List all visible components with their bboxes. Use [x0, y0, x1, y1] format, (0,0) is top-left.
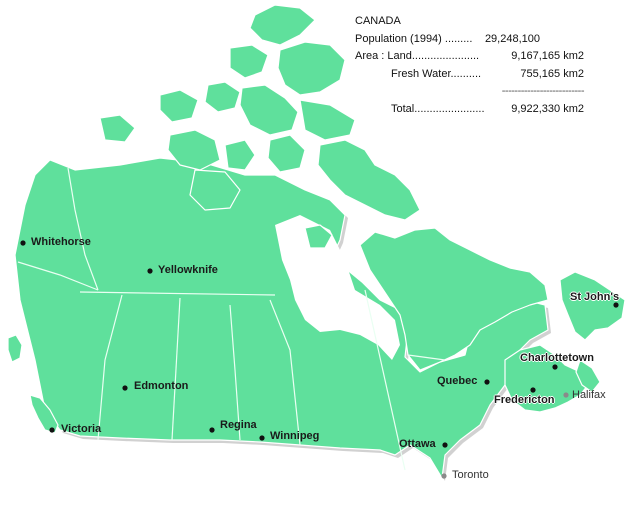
- city-label-whitehorse: Whitehorse: [31, 236, 91, 248]
- city-label-quebec: Quebec: [437, 375, 478, 387]
- area-land-label: Area : Land......................: [355, 50, 480, 62]
- fresh-water-value: 755,165 km2: [520, 67, 584, 80]
- city-label-edmonton: Edmonton: [134, 380, 189, 392]
- city-label-regina: Regina: [220, 419, 257, 431]
- city-label-ottawa: Ottawa: [399, 438, 436, 450]
- mainland: [14, 157, 549, 479]
- city-dot-charlottetown: [552, 364, 558, 370]
- city-dot-yellowknife: [147, 268, 153, 274]
- city-dot-edmonton: [122, 385, 128, 391]
- city-label-halifax: Halifax: [572, 389, 606, 401]
- hudson-bay: [275, 215, 400, 360]
- vancouver-island: [29, 394, 59, 434]
- city-label-yellowknife: Yellowknife: [158, 264, 218, 276]
- separator-row: --------------------------: [355, 83, 590, 101]
- total-separator: --------------------------: [501, 85, 585, 97]
- info-panel: CANADA Population (1994) ......... 29,24…: [355, 13, 590, 118]
- city-dot-toronto: [441, 473, 447, 479]
- total-label: Total.......................: [391, 102, 485, 115]
- city-label-winnipeg: Winnipeg: [270, 430, 320, 442]
- city-dots: [20, 240, 619, 479]
- population-label: Population (1994) .........: [355, 32, 473, 45]
- city-label-fredericton: Fredericton: [494, 394, 555, 406]
- fresh-water-label: Fresh Water..........: [391, 67, 482, 80]
- total-row: Total....................... 9,922,330 k…: [355, 101, 590, 119]
- haida-gwaii: [7, 334, 23, 363]
- population-value: 29,248,100: [484, 32, 540, 45]
- city-dot-ottawa: [442, 442, 448, 448]
- population-row: Population (1994) ......... 29,248,100: [355, 31, 590, 49]
- fresh-water-row: Fresh Water.......... 755,165 km2: [355, 66, 590, 84]
- city-dot-st-johns: [613, 302, 619, 308]
- area-land-row: Area : Land...................... 9,167,…: [355, 48, 590, 66]
- city-dot-regina: [209, 427, 215, 433]
- labrador-peninsula: [359, 227, 549, 371]
- provincial-borders: [17, 167, 446, 471]
- city-label-victoria: Victoria: [61, 423, 102, 435]
- city-dot-quebec: [484, 379, 490, 385]
- total-value: 9,922,330 km2: [511, 102, 584, 115]
- city-label-st-johns: St John's: [570, 291, 620, 303]
- city-dot-halifax: [563, 392, 569, 398]
- info-title: CANADA: [355, 15, 401, 27]
- city-dot-whitehorse: [20, 240, 26, 246]
- area-land-value: 9,167,165 km2: [511, 50, 584, 62]
- city-label-toronto: Toronto: [452, 469, 489, 481]
- city-label-charlottetown: Charlottetown: [520, 352, 594, 364]
- city-dot-winnipeg: [259, 435, 265, 441]
- city-dot-fredericton: [530, 387, 536, 393]
- cape-breton: [575, 359, 601, 393]
- arctic-archipelago: [99, 4, 421, 249]
- city-dot-victoria: [49, 427, 55, 433]
- info-title-row: CANADA: [355, 13, 590, 31]
- newfoundland-island: [559, 271, 626, 341]
